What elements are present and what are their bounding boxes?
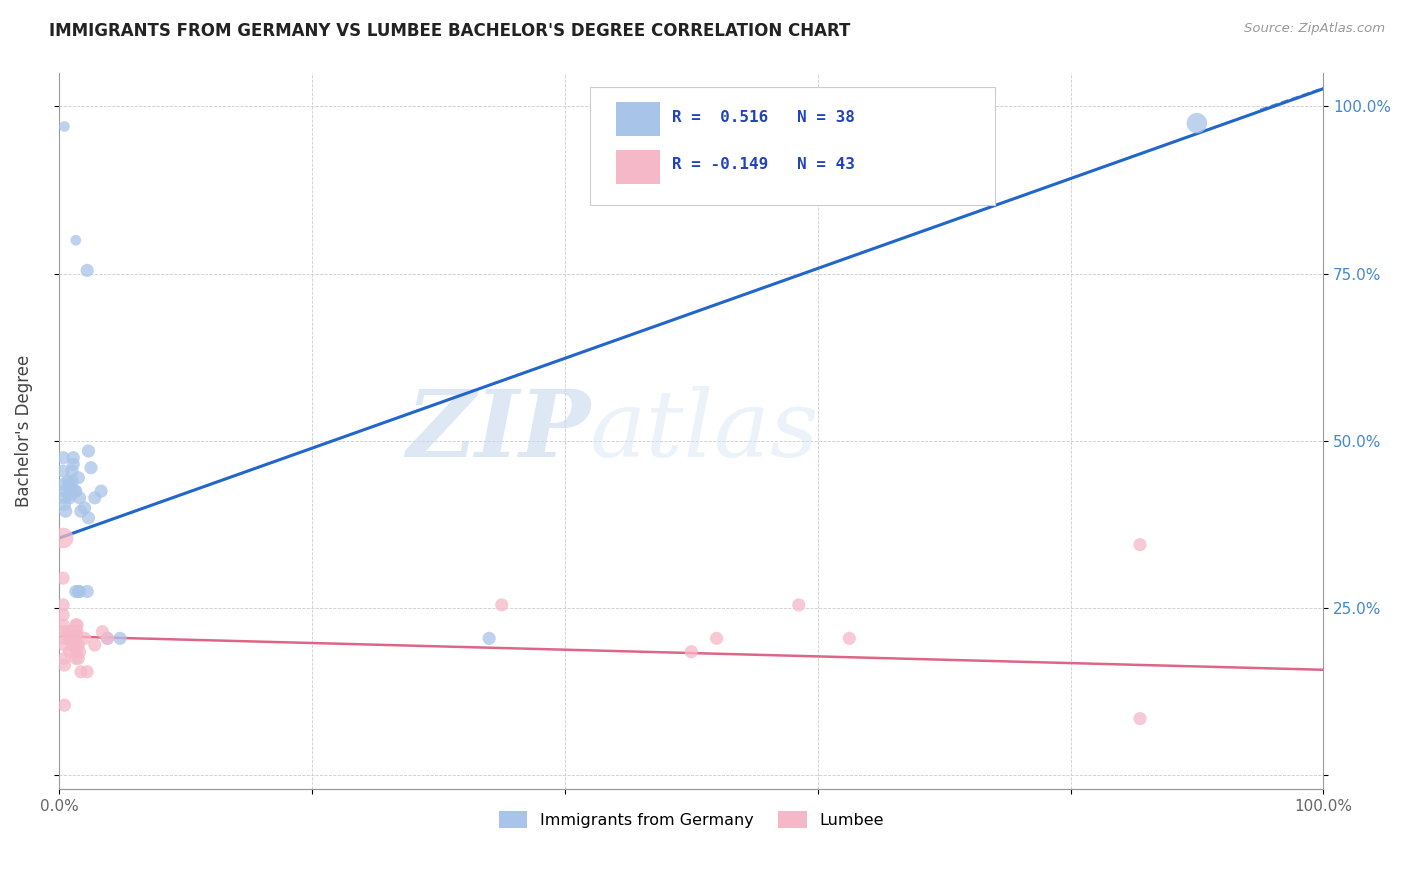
Point [53, 491, 76, 505]
Point [52, 477, 75, 491]
Point [59, 481, 82, 495]
Point [67, 651, 90, 665]
Point [53, 484, 76, 499]
Point [96, 632, 118, 646]
Point [58, 624, 80, 639]
Point [77, 444, 100, 458]
Y-axis label: Bachelor's Degree: Bachelor's Degree [15, 355, 32, 507]
Point [83, 638, 105, 652]
Point [52, 571, 75, 585]
Point [73, 632, 96, 646]
Text: IMMIGRANTS FROM GERMANY VS LUMBEE BACHELOR'S DEGREE CORRELATION CHART: IMMIGRANTS FROM GERMANY VS LUMBEE BACHEL… [49, 22, 851, 40]
Point [1129, 538, 1152, 552]
Point [77, 511, 100, 525]
Point [65, 484, 87, 499]
Point [59, 632, 82, 646]
Point [52, 607, 75, 622]
Point [67, 638, 90, 652]
Point [58, 632, 80, 646]
Point [65, 624, 87, 639]
Text: R = -0.149   N = 43: R = -0.149 N = 43 [672, 157, 855, 172]
Point [62, 450, 84, 465]
Point [69, 584, 91, 599]
Legend: Immigrants from Germany, Lumbee: Immigrants from Germany, Lumbee [492, 805, 890, 835]
Point [53, 120, 76, 134]
Point [65, 638, 87, 652]
Point [53, 651, 76, 665]
Point [65, 618, 87, 632]
Point [53, 638, 76, 652]
Point [73, 500, 96, 515]
Point [787, 183, 810, 197]
Point [787, 598, 810, 612]
Point [53, 658, 76, 673]
Point [53, 698, 76, 713]
FancyBboxPatch shape [616, 102, 659, 136]
Point [70, 665, 93, 679]
Point [63, 624, 86, 639]
Point [65, 632, 87, 646]
Point [91, 624, 114, 639]
Point [66, 618, 89, 632]
Point [65, 584, 87, 599]
Text: Source: ZipAtlas.com: Source: ZipAtlas.com [1244, 22, 1385, 36]
Point [58, 645, 80, 659]
Point [60, 464, 83, 478]
Point [55, 504, 77, 518]
Point [62, 624, 84, 639]
Text: ZIP: ZIP [406, 386, 591, 476]
Point [53, 624, 76, 639]
Point [58, 487, 80, 501]
Point [58, 477, 80, 491]
Point [62, 458, 84, 472]
Text: atlas: atlas [591, 386, 820, 476]
Point [80, 460, 103, 475]
Point [60, 474, 83, 488]
Point [53, 498, 76, 512]
Point [65, 651, 87, 665]
Point [53, 632, 76, 646]
Point [681, 645, 703, 659]
Point [838, 632, 860, 646]
Text: R =  0.516   N = 38: R = 0.516 N = 38 [672, 110, 855, 125]
Point [478, 632, 501, 646]
Point [58, 491, 80, 505]
Point [706, 632, 728, 646]
Point [67, 471, 90, 485]
Point [65, 645, 87, 659]
FancyBboxPatch shape [616, 150, 659, 184]
Point [52, 618, 75, 632]
Point [63, 632, 86, 646]
Point [70, 504, 93, 518]
Point [108, 632, 131, 646]
Point [83, 491, 105, 505]
Point [58, 474, 80, 488]
Point [76, 263, 98, 277]
Point [52, 598, 75, 612]
Point [69, 645, 91, 659]
Point [52, 531, 75, 545]
Point [1185, 116, 1208, 130]
Point [65, 233, 87, 247]
Point [96, 632, 118, 646]
Point [60, 638, 83, 652]
Point [52, 450, 75, 465]
Point [76, 665, 98, 679]
FancyBboxPatch shape [591, 87, 994, 205]
Point [1129, 712, 1152, 726]
Point [67, 584, 90, 599]
Point [76, 584, 98, 599]
Point [52, 464, 75, 478]
Point [66, 624, 89, 639]
Point [60, 624, 83, 639]
Point [69, 491, 91, 505]
Point [90, 484, 112, 499]
Point [491, 598, 513, 612]
Point [63, 484, 86, 499]
